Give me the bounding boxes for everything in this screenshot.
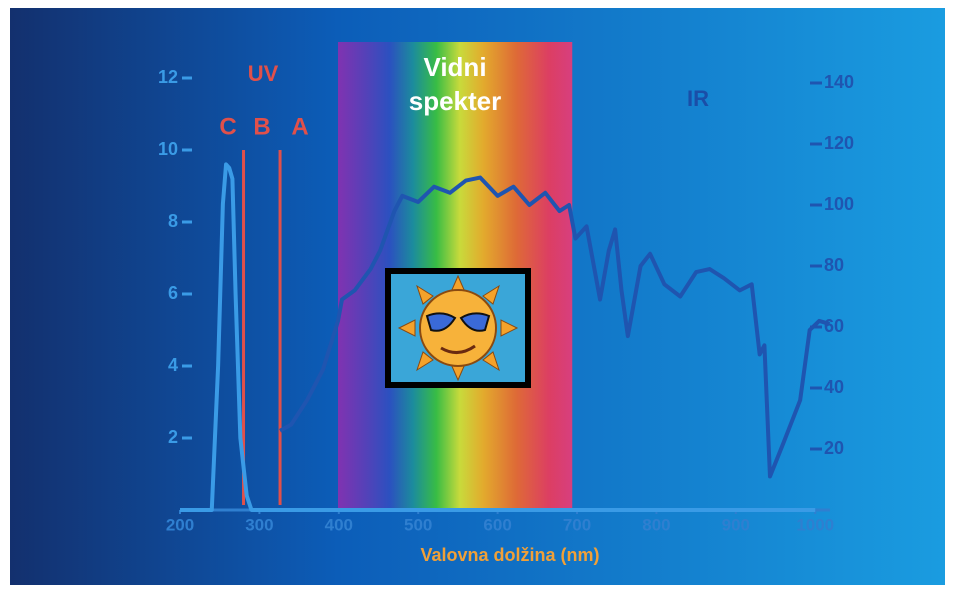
chart: 200 300 400 500 600 700 800 900 1000 2 4 6 8 10 12 20 40… [0, 0, 955, 589]
x-tick-label: 700 [563, 515, 591, 534]
uv-label: UV [248, 61, 279, 86]
page: {"chart_data": { "type": "line", "labels… [0, 0, 955, 589]
x-tick-label: 1000 [796, 515, 834, 534]
y2-tick-label: 80 [824, 255, 844, 275]
x-tick-label: 900 [722, 515, 750, 534]
y-tick-label: 12 [158, 67, 178, 87]
y2-tick-label: 60 [824, 316, 844, 336]
x-tick-label: 600 [483, 515, 511, 534]
x-tick-label: 400 [325, 515, 353, 534]
x-tick-label: 800 [642, 515, 670, 534]
ir-label: IR [687, 86, 709, 111]
uva-label: A [291, 113, 308, 140]
y2-tick-label: 120 [824, 133, 854, 153]
x-tick-label: 500 [404, 515, 432, 534]
y-tick-label: 2 [168, 427, 178, 447]
sun-picture [385, 268, 531, 388]
y-tick-label: 10 [158, 139, 178, 159]
y2-tick-label: 40 [824, 377, 844, 397]
x-axis-title: Valovna dolžina (nm) [420, 545, 599, 565]
uvb-label: B [253, 113, 270, 140]
visible-label-box: Vidni spekter [380, 50, 530, 130]
y-tick-label: 8 [168, 211, 178, 231]
y2-tick-label: 140 [824, 72, 854, 92]
x-tick-label: 300 [245, 515, 273, 534]
y2-tick-label: 100 [824, 194, 854, 214]
y-tick-label: 4 [168, 355, 178, 375]
uvc-label: C [219, 113, 236, 140]
y-tick-label: 6 [168, 283, 178, 303]
x-tick-label: 200 [166, 515, 194, 534]
visible-label: Vidni spekter [380, 50, 530, 118]
y2-tick-label: 20 [824, 438, 844, 458]
